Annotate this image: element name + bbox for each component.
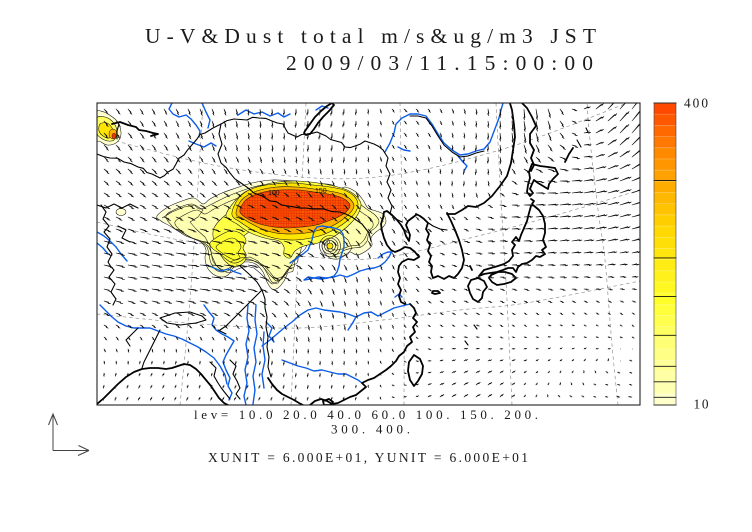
svg-text:300. 400.: 300. 400. (331, 422, 410, 437)
svg-text:U-V&Dust total m/s&ug/m3 JST: U-V&Dust total m/s&ug/m3 JST (145, 24, 596, 48)
svg-text:400: 400 (684, 96, 708, 111)
svg-text:10: 10 (694, 397, 709, 412)
svg-text:100: 100 (268, 190, 280, 197)
svg-text:150: 150 (315, 188, 327, 195)
